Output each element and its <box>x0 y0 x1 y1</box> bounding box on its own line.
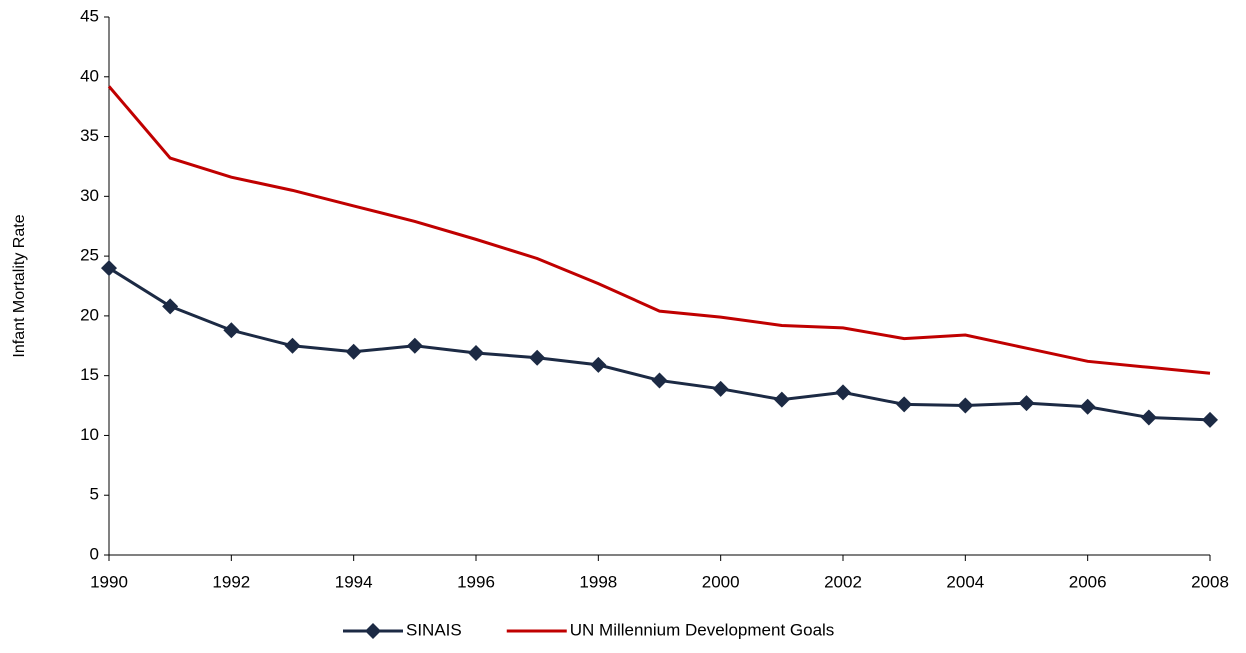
y-tick-label: 35 <box>80 126 99 145</box>
legend-item: UN Millennium Development Goals <box>506 620 835 639</box>
x-tick-label: 2002 <box>824 572 862 591</box>
point-marker <box>1018 395 1035 412</box>
point-marker <box>712 380 729 397</box>
point-marker <box>1202 411 1218 428</box>
y-tick-label: 45 <box>80 6 99 25</box>
x-tick-label: 2004 <box>946 572 984 591</box>
series-line <box>107 85 1211 375</box>
point-marker <box>1079 398 1096 415</box>
y-tick-label: 25 <box>80 246 99 265</box>
x-tick-label: 1998 <box>579 572 617 591</box>
point-marker <box>651 372 668 389</box>
y-tick-label: 10 <box>80 425 99 444</box>
x-tick-label: 1994 <box>335 572 373 591</box>
x-tick-label: 1996 <box>457 572 495 591</box>
point-marker <box>835 384 851 401</box>
x-tick-label: 1990 <box>90 572 128 591</box>
point-marker <box>1140 409 1157 426</box>
legend-marker <box>365 623 381 639</box>
point-marker <box>101 260 117 277</box>
point-marker <box>529 349 546 366</box>
series-line <box>108 266 1211 422</box>
point-marker <box>345 343 362 360</box>
point-marker <box>406 337 423 354</box>
point-marker <box>468 344 484 361</box>
y-tick-label: 5 <box>90 485 99 504</box>
legend-item: SINAIS <box>343 620 462 639</box>
x-tick-label: 1992 <box>212 572 250 591</box>
x-tick-label: 2006 <box>1069 572 1107 591</box>
y-axis-label: Infant Mortality Rate <box>11 214 28 357</box>
point-marker <box>590 356 607 373</box>
point-marker <box>773 391 790 408</box>
y-tick-label: 15 <box>80 365 99 384</box>
y-tick-label: 30 <box>80 186 99 205</box>
y-tick-label: 0 <box>90 544 99 563</box>
x-tick-label: 2000 <box>702 572 740 591</box>
point-marker <box>284 337 301 354</box>
legend-label: SINAIS <box>406 620 462 639</box>
legend-label: UN Millennium Development Goals <box>570 620 835 639</box>
y-tick-label: 40 <box>80 66 99 85</box>
y-tick-label: 20 <box>80 305 99 324</box>
point-marker <box>223 322 240 339</box>
x-tick-label: 2008 <box>1191 572 1229 591</box>
point-marker <box>162 298 179 315</box>
point-marker <box>957 397 974 414</box>
point-marker <box>896 396 913 413</box>
